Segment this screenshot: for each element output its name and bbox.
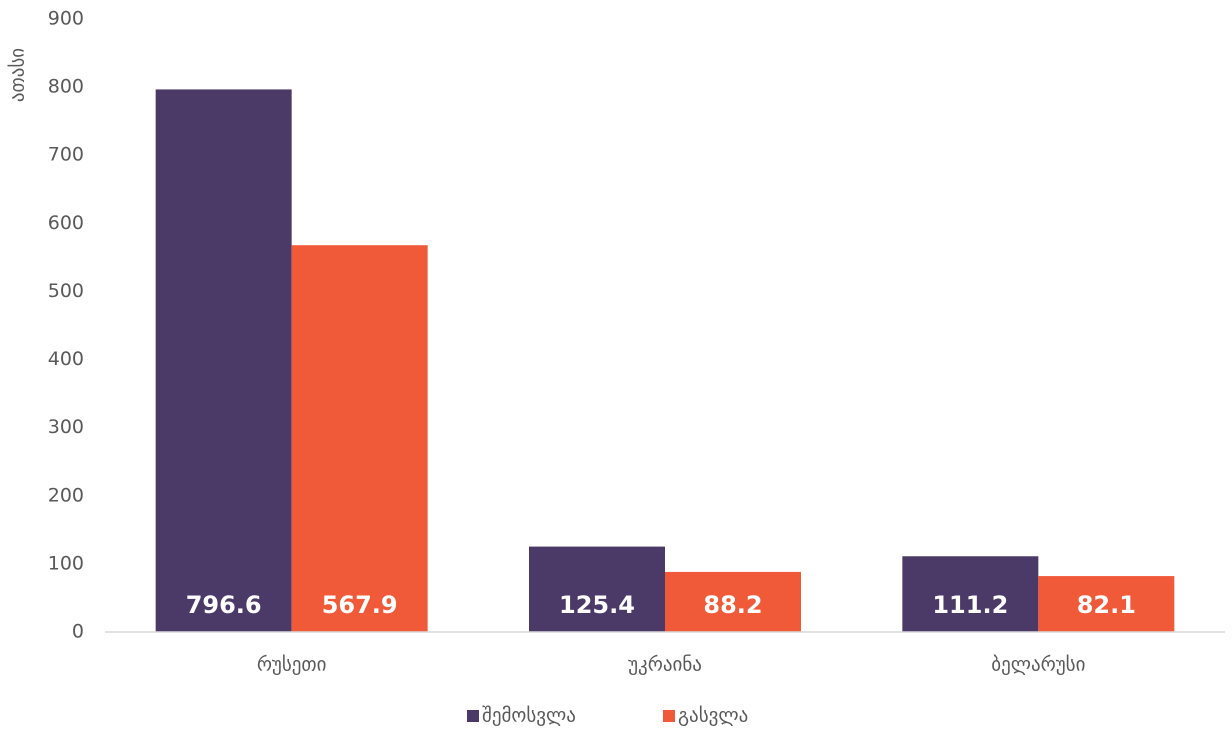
y-tick-label: 200 xyxy=(48,484,84,506)
bar xyxy=(665,571,801,632)
y-tick-label: 400 xyxy=(48,348,84,370)
y-tick-label: 0 xyxy=(72,621,84,643)
x-tick-label: რუსეთი xyxy=(257,654,327,676)
legend-swatch xyxy=(467,710,479,722)
bar xyxy=(155,89,292,633)
legend-label: გასვლა xyxy=(678,705,748,727)
value-label: 111.2 xyxy=(932,591,1008,619)
value-label: 796.6 xyxy=(186,591,262,619)
bar xyxy=(291,245,428,632)
value-label: 82.1 xyxy=(1077,591,1136,619)
y-tick-label: 700 xyxy=(48,144,84,166)
y-tick-label: 300 xyxy=(48,416,84,438)
y-tick-label: 500 xyxy=(48,280,84,302)
x-tick-label: ბელარუსი xyxy=(991,654,1085,676)
y-tick-label: 800 xyxy=(48,76,84,98)
y-tick-label: 100 xyxy=(48,552,84,574)
y-tick-label: 600 xyxy=(48,212,84,234)
value-label: 567.9 xyxy=(322,591,398,619)
bar xyxy=(902,556,1039,632)
x-tick-label: უკრაინა xyxy=(628,654,702,676)
y-tick-label: 900 xyxy=(48,8,84,30)
y-axis-label: ათასი xyxy=(7,48,29,102)
bar xyxy=(529,546,665,632)
bar xyxy=(1038,576,1175,632)
legend-swatch xyxy=(663,710,675,722)
value-label: 88.2 xyxy=(703,591,762,619)
value-label: 125.4 xyxy=(559,591,635,619)
legend-label: შემოსვლა xyxy=(482,705,576,727)
